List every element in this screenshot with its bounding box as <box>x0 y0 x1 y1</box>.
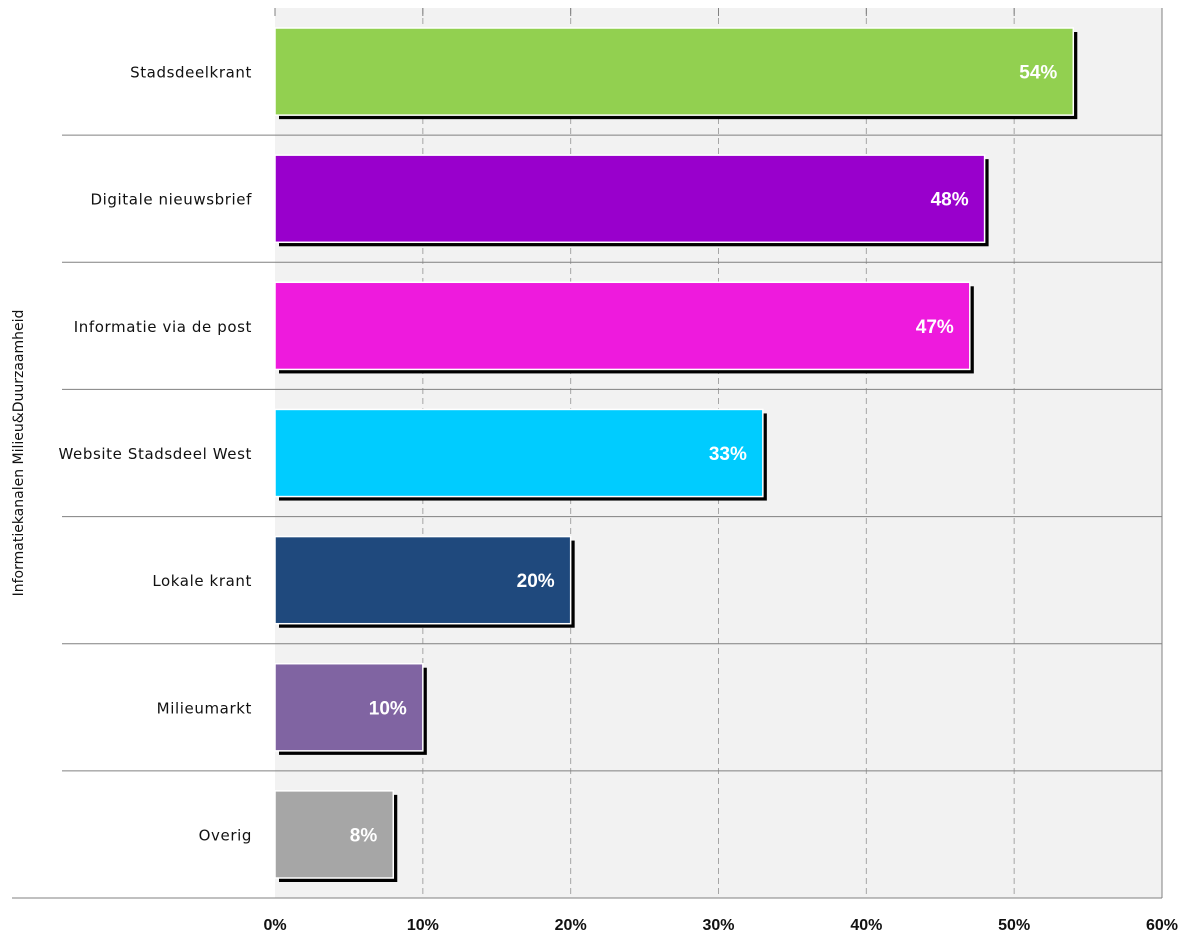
bar-stadsdeelkrant <box>274 27 1075 116</box>
category-label: Informatie via de post <box>74 318 252 336</box>
x-tick-label: 20% <box>555 917 587 934</box>
category-label: Website Stadsdeel West <box>59 445 253 463</box>
bar-digitale-nieuwsbrief <box>274 154 986 244</box>
labels-group: 0% 10% 20% 30% 40% 50% 60% 54% Stadsdeelkrant 48%… <box>11 63 1178 934</box>
category-label: Lokale krant <box>152 572 252 590</box>
x-tick-label: 10% <box>407 917 439 934</box>
bar-overig <box>274 790 395 879</box>
y-axis-title: Informatiekanalen Milieu&Duurzaamheid <box>11 310 27 597</box>
category-label: Digitale nieuwsbrief <box>90 191 252 209</box>
bar-website-stadsdeel-west <box>274 408 764 498</box>
x-tick-label: 60% <box>1146 917 1178 934</box>
x-tick-label: 40% <box>850 917 882 934</box>
x-tick-label: 30% <box>702 917 734 934</box>
bar-lokale-krant <box>274 535 572 625</box>
category-label: Overig <box>199 826 252 844</box>
data-label: 47% <box>916 317 954 338</box>
data-label: 54% <box>1019 63 1057 84</box>
data-label: 48% <box>931 190 969 211</box>
axes-group <box>12 8 1163 899</box>
x-tick-label: 0% <box>263 917 286 934</box>
bar-milieumarkt <box>274 662 424 752</box>
data-label: 33% <box>709 444 747 465</box>
data-label: 20% <box>517 571 555 592</box>
bar-informatie-via-de-post <box>274 281 971 371</box>
category-label: Milieumarkt <box>157 699 252 717</box>
x-tick-label: 50% <box>998 917 1030 934</box>
data-label: 8% <box>350 825 378 846</box>
bars-group <box>274 27 1078 882</box>
data-label: 10% <box>369 698 407 719</box>
category-label: Stadsdeelkrant <box>130 64 252 82</box>
